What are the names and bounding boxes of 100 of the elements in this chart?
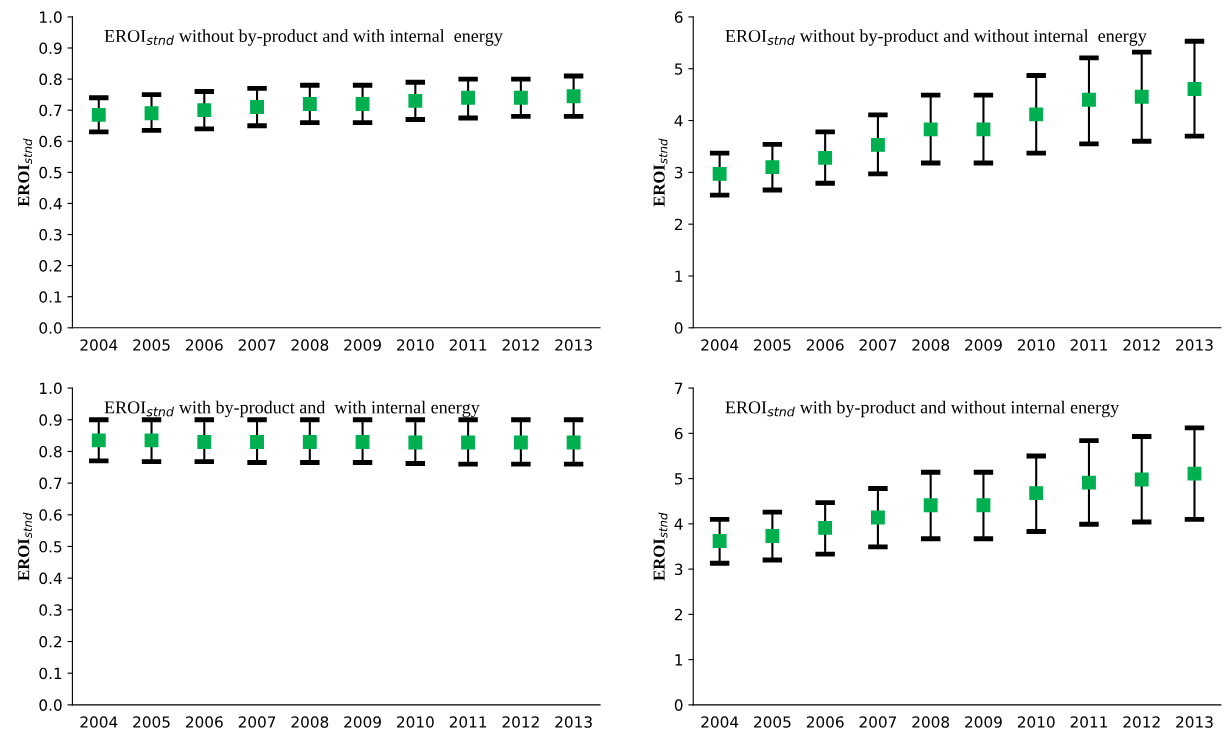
y-tick-label: 0.1 bbox=[39, 291, 62, 303]
y-tick-label: 1.0 bbox=[40, 382, 62, 395]
point bbox=[765, 529, 780, 544]
point bbox=[461, 90, 476, 105]
point bbox=[1134, 89, 1149, 104]
point bbox=[566, 89, 581, 104]
y-tick-label: 3 bbox=[674, 563, 683, 576]
x-tick-label: 2012 bbox=[1123, 339, 1160, 351]
y-tick-label: 0.3 bbox=[39, 229, 62, 241]
y-tick-label: 2 bbox=[674, 608, 682, 621]
y-tick-label: 0.8 bbox=[39, 445, 62, 458]
text: EROI$_{stnd}$ with by-product and with internal energy bbox=[104, 400, 480, 418]
x-tick-label: 2009 bbox=[344, 716, 381, 728]
x-tick-label: 2004 bbox=[701, 339, 739, 351]
x-tick-label: 2010 bbox=[397, 716, 434, 728]
y-tick-label: 0.5 bbox=[39, 166, 62, 179]
point bbox=[818, 150, 833, 165]
x-tick-label: 2009 bbox=[965, 716, 1002, 728]
point bbox=[1029, 486, 1044, 501]
point bbox=[197, 103, 212, 118]
y-tick-label: 1.0 bbox=[40, 11, 62, 23]
x-tick-label: 2011 bbox=[1070, 716, 1107, 728]
text: EROI$_{stnd}$ without by-product and without internal energy bbox=[725, 29, 1147, 46]
y-tick-label: 6 bbox=[674, 427, 683, 440]
y-tick-label: 7 bbox=[675, 382, 683, 394]
point bbox=[355, 97, 370, 111]
point bbox=[818, 520, 833, 535]
x-tick-label: 2007 bbox=[238, 339, 276, 351]
y-tick-label: 5 bbox=[674, 63, 683, 75]
y-tick-label: 4 bbox=[674, 115, 683, 127]
y-tick-label: 0.6 bbox=[39, 509, 62, 521]
text: EROI$_{stnd}$ without by-product and with internal energy bbox=[104, 29, 503, 46]
x-tick-label: 2006 bbox=[185, 716, 223, 728]
y-tick-label: 0.2 bbox=[39, 260, 62, 272]
y-axis-title: EROI$_{stnd}$ bbox=[653, 138, 668, 207]
y-tick-label: 2 bbox=[674, 218, 682, 230]
x-tick-label: 2007 bbox=[859, 716, 897, 728]
y-tick-label: 0.0 bbox=[39, 699, 62, 711]
x-tick-label: 2008 bbox=[912, 339, 950, 351]
x-tick-label: 2012 bbox=[502, 339, 539, 351]
x-tick-label: 2004 bbox=[80, 716, 118, 728]
x-tick-label: 2004 bbox=[80, 339, 118, 351]
x-tick-label: 2006 bbox=[806, 716, 844, 728]
point bbox=[302, 97, 317, 111]
x-tick-label: 2013 bbox=[555, 339, 592, 351]
point bbox=[408, 93, 423, 108]
x-tick-label: 2011 bbox=[449, 716, 487, 728]
y-tick-label: 5 bbox=[674, 473, 683, 485]
point bbox=[1029, 107, 1044, 122]
x-tick-label: 2013 bbox=[1176, 339, 1213, 351]
y-tick-label: 0.4 bbox=[39, 572, 62, 585]
point bbox=[91, 107, 106, 122]
x-tick-label: 2008 bbox=[912, 716, 950, 728]
point bbox=[765, 160, 780, 175]
x-tick-label: 2005 bbox=[754, 716, 791, 728]
y-axis-title: EROI$_{stnd}$ bbox=[18, 138, 33, 207]
y-tick-label: 0.9 bbox=[39, 414, 62, 426]
point bbox=[923, 498, 938, 513]
x-tick-label: 2012 bbox=[1123, 716, 1160, 728]
point bbox=[513, 90, 528, 105]
point bbox=[1187, 466, 1202, 481]
y-tick-label: 0.6 bbox=[39, 135, 62, 148]
y-tick-label: 0.2 bbox=[39, 635, 62, 648]
y-tick-label: 0.0 bbox=[39, 322, 62, 334]
y-tick-label: 3 bbox=[674, 166, 683, 179]
point bbox=[923, 122, 938, 137]
y-tick-label: 0.7 bbox=[39, 104, 62, 117]
y-tick-label: 0.1 bbox=[39, 667, 62, 680]
y-tick-label: 0.9 bbox=[39, 42, 62, 55]
point bbox=[870, 510, 885, 525]
y-tick-label: 0.3 bbox=[39, 604, 62, 616]
y-axis-title: EROI$_{stnd}$ bbox=[653, 512, 668, 581]
x-tick-label: 2006 bbox=[185, 339, 223, 351]
y-tick-label: 0 bbox=[674, 699, 683, 711]
y-tick-label: 0.8 bbox=[39, 73, 62, 86]
y-tick-label: 0.4 bbox=[39, 197, 62, 210]
x-tick-label: 2010 bbox=[1017, 339, 1055, 351]
point bbox=[712, 166, 727, 181]
y-tick-label: 6 bbox=[674, 11, 683, 23]
y-tick-label: 0.7 bbox=[39, 477, 62, 490]
point bbox=[1082, 92, 1096, 107]
x-tick-label: 2009 bbox=[344, 339, 381, 351]
x-tick-label: 2008 bbox=[291, 339, 329, 351]
x-tick-label: 2011 bbox=[1070, 339, 1107, 351]
x-tick-label: 2006 bbox=[806, 339, 844, 351]
x-tick-label: 2009 bbox=[965, 339, 1002, 351]
point bbox=[1187, 81, 1202, 96]
y-axis-title: EROI$_{stnd}$ bbox=[18, 512, 33, 581]
x-tick-label: 2013 bbox=[1176, 716, 1213, 728]
text: EROI$_{stnd}$ with by-product and without internal energy bbox=[725, 400, 1120, 418]
x-tick-label: 2005 bbox=[754, 339, 791, 351]
x-tick-label: 2010 bbox=[397, 339, 434, 351]
point bbox=[144, 106, 159, 121]
x-tick-label: 2007 bbox=[859, 339, 897, 351]
y-tick-label: 0 bbox=[674, 322, 683, 334]
y-tick-label: 1 bbox=[675, 270, 683, 282]
x-tick-label: 2004 bbox=[701, 716, 739, 728]
x-tick-label: 2011 bbox=[449, 339, 487, 351]
point bbox=[712, 534, 727, 548]
x-tick-label: 2005 bbox=[133, 716, 170, 728]
